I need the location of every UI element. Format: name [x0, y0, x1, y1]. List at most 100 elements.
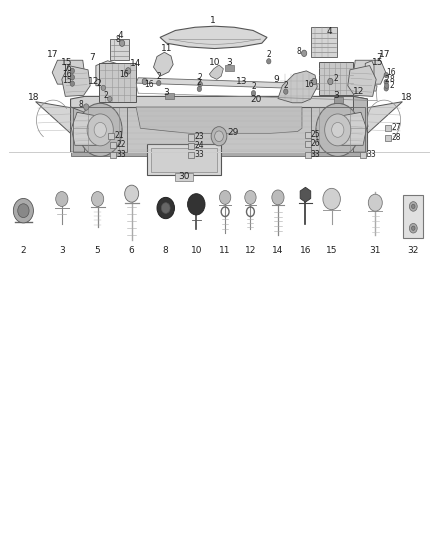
- Bar: [110, 142, 117, 149]
- Circle shape: [13, 198, 33, 223]
- Circle shape: [410, 223, 417, 233]
- Polygon shape: [71, 152, 367, 156]
- Bar: [188, 143, 194, 149]
- Circle shape: [328, 78, 333, 85]
- Bar: [151, 148, 217, 172]
- Polygon shape: [365, 61, 374, 86]
- Bar: [403, 195, 424, 238]
- Text: 8: 8: [297, 47, 301, 55]
- Text: 8: 8: [389, 75, 394, 84]
- Text: 22: 22: [117, 140, 126, 149]
- Polygon shape: [160, 26, 267, 49]
- Text: 29: 29: [228, 128, 239, 137]
- Text: 3: 3: [164, 87, 170, 96]
- Circle shape: [84, 104, 89, 110]
- Text: 14: 14: [272, 246, 284, 255]
- Bar: [311, 107, 365, 152]
- Text: 2: 2: [96, 79, 101, 88]
- Circle shape: [211, 127, 227, 146]
- Text: 2: 2: [389, 81, 394, 90]
- Circle shape: [187, 193, 205, 215]
- Bar: [360, 152, 366, 158]
- Polygon shape: [136, 78, 377, 91]
- Circle shape: [92, 191, 104, 206]
- Text: 4: 4: [326, 27, 332, 36]
- Circle shape: [284, 89, 288, 94]
- Polygon shape: [353, 60, 386, 84]
- Text: 32: 32: [408, 246, 419, 255]
- Text: 10: 10: [191, 246, 202, 255]
- Text: 6: 6: [129, 246, 134, 255]
- Circle shape: [198, 82, 202, 87]
- Text: 14: 14: [131, 59, 142, 68]
- Text: 16: 16: [62, 70, 72, 78]
- Circle shape: [125, 185, 139, 202]
- Text: 16: 16: [145, 80, 154, 89]
- Text: 21: 21: [114, 131, 124, 140]
- Text: 33: 33: [311, 150, 320, 159]
- Text: 11: 11: [161, 44, 173, 53]
- Text: 2: 2: [198, 73, 203, 82]
- Circle shape: [325, 114, 351, 146]
- Text: 9: 9: [274, 75, 279, 84]
- Text: 10: 10: [209, 59, 220, 67]
- Polygon shape: [153, 52, 173, 76]
- Bar: [108, 133, 114, 140]
- Text: 2: 2: [251, 82, 256, 91]
- Polygon shape: [348, 66, 376, 96]
- Text: 30: 30: [178, 172, 190, 181]
- Polygon shape: [52, 60, 85, 84]
- Text: 33: 33: [194, 150, 204, 159]
- Polygon shape: [335, 112, 367, 146]
- Circle shape: [301, 50, 307, 56]
- Text: 17: 17: [47, 51, 59, 59]
- Bar: [385, 135, 392, 141]
- Circle shape: [267, 59, 271, 64]
- Text: 16: 16: [62, 64, 72, 72]
- Text: 20: 20: [250, 94, 261, 103]
- Circle shape: [142, 78, 148, 85]
- Polygon shape: [35, 102, 75, 138]
- Circle shape: [251, 91, 256, 96]
- Text: 26: 26: [311, 139, 320, 148]
- Text: 18: 18: [401, 93, 413, 102]
- Bar: [304, 152, 311, 158]
- Text: 12: 12: [88, 77, 99, 86]
- Text: 16: 16: [119, 70, 129, 78]
- Circle shape: [126, 68, 131, 74]
- Circle shape: [385, 83, 389, 88]
- Bar: [188, 152, 194, 158]
- Circle shape: [87, 114, 113, 146]
- Polygon shape: [300, 187, 311, 202]
- Text: 16: 16: [300, 246, 311, 255]
- Circle shape: [245, 190, 256, 204]
- Text: 3: 3: [226, 59, 232, 67]
- Polygon shape: [334, 97, 343, 103]
- Text: 8: 8: [78, 100, 83, 109]
- Text: 15: 15: [326, 246, 337, 255]
- Circle shape: [368, 194, 382, 211]
- Circle shape: [219, 190, 231, 204]
- Polygon shape: [71, 112, 103, 146]
- Circle shape: [94, 123, 106, 138]
- Text: 15: 15: [372, 59, 383, 67]
- Bar: [304, 141, 311, 148]
- Bar: [311, 27, 337, 56]
- Polygon shape: [225, 65, 234, 71]
- Circle shape: [156, 80, 161, 86]
- Circle shape: [18, 204, 29, 217]
- Polygon shape: [71, 96, 367, 112]
- Text: 31: 31: [370, 246, 381, 255]
- Polygon shape: [136, 107, 302, 134]
- Text: 2: 2: [21, 246, 26, 255]
- Circle shape: [215, 131, 223, 142]
- Text: 18: 18: [28, 93, 39, 102]
- Text: 7: 7: [89, 53, 95, 62]
- Bar: [385, 125, 392, 132]
- Polygon shape: [363, 102, 403, 138]
- Text: 17: 17: [379, 51, 391, 59]
- Circle shape: [316, 103, 360, 157]
- Text: 12: 12: [353, 86, 364, 95]
- Text: 3: 3: [333, 91, 339, 100]
- Text: 2: 2: [103, 91, 108, 100]
